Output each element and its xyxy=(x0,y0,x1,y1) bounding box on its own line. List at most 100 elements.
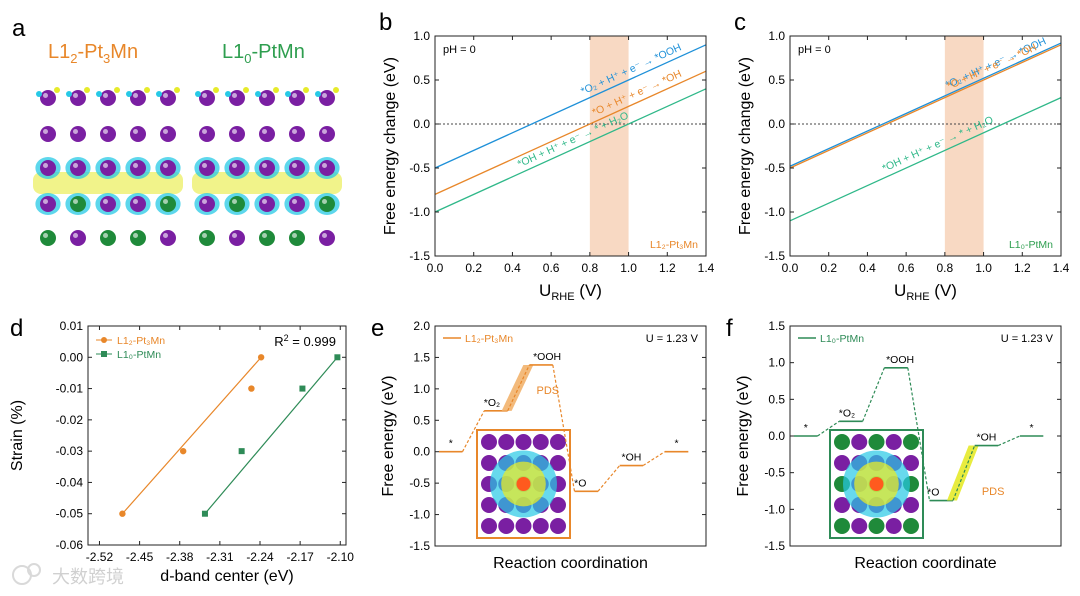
atom-highlight xyxy=(262,233,267,238)
x-tick-label: 1.2 xyxy=(659,261,676,275)
data-point-circle xyxy=(248,385,255,392)
potential-window-band xyxy=(589,36,629,256)
pt-atom xyxy=(40,126,56,142)
y-tick-label: -1.0 xyxy=(764,502,785,516)
pt-atom xyxy=(199,196,215,212)
watermark: 大数跨境 xyxy=(12,563,124,587)
pt-atom xyxy=(160,90,176,106)
pds-highlight xyxy=(501,364,534,411)
pt-atom xyxy=(319,160,335,176)
pt-atom xyxy=(130,196,146,212)
x-tick-label: 0.0 xyxy=(782,261,799,275)
panel-a: a L12-Pt3Mn L10-PtMn xyxy=(12,15,342,258)
y-tick-label: -1.5 xyxy=(764,249,785,263)
panel-letter: f xyxy=(726,315,733,342)
pt-atom xyxy=(289,196,305,212)
data-point-circle xyxy=(257,354,265,361)
y-tick-label: -1.5 xyxy=(409,249,430,263)
legend-label: L1₂-Pt₃Mn xyxy=(465,333,513,345)
level-label: *OOH xyxy=(886,354,914,366)
atom-highlight xyxy=(322,199,327,204)
x-tick-label: 1.4 xyxy=(1053,261,1070,275)
y-tick-label: -1.0 xyxy=(409,508,430,522)
level-label: * xyxy=(1030,422,1034,434)
pt-atom xyxy=(319,90,335,106)
x-tick-label: 0.8 xyxy=(937,261,954,275)
pt-atom xyxy=(851,434,868,450)
y-tick-label: -0.5 xyxy=(409,161,430,175)
mn-atom xyxy=(319,196,335,212)
plot-frame xyxy=(434,325,707,547)
legend-label: L1₀-PtMn xyxy=(820,333,864,345)
y-axis-label: Free energy change (eV) xyxy=(737,57,754,235)
mn-atom xyxy=(868,434,885,450)
series-line xyxy=(434,70,707,195)
charge-dot xyxy=(84,87,90,93)
series-line xyxy=(434,44,707,169)
pt-atom xyxy=(259,160,275,176)
charge-dot xyxy=(66,91,72,97)
title-left-end: Mn xyxy=(110,41,138,63)
r2-sup: 2 xyxy=(284,333,289,343)
pt-atom xyxy=(40,196,56,212)
y-tick-label: -0.5 xyxy=(764,161,785,175)
mn-atom xyxy=(903,434,919,450)
level-label: *OH xyxy=(976,432,996,444)
lattice-image-l10-ptmn xyxy=(192,76,342,258)
pds-label: PDS xyxy=(982,486,1005,498)
ph-annotation: pH = 0 xyxy=(798,44,831,56)
panel-c-chart: *O₂ + H⁺ + e⁻ → *OOH*O + H⁺ + e⁻ → *OH*O… xyxy=(734,9,1070,303)
transition-connector xyxy=(642,451,666,467)
atom-highlight xyxy=(202,233,207,238)
charge-density-band xyxy=(33,172,183,194)
atom-highlight xyxy=(322,163,327,168)
atom-highlight xyxy=(103,93,108,98)
x-axis-label: URHE (V) xyxy=(894,281,957,303)
atom-highlight xyxy=(163,93,168,98)
fit-line xyxy=(204,356,338,515)
atom-highlight xyxy=(202,93,207,98)
r2-main: R xyxy=(274,334,283,349)
y-tick-label: -0.05 xyxy=(56,507,84,521)
charge-dot xyxy=(225,91,231,97)
panel-letter: b xyxy=(379,9,392,36)
title-right-sub: 0 xyxy=(244,51,251,66)
pt-atom xyxy=(885,518,902,534)
atom-highlight xyxy=(202,129,207,134)
mn-atom xyxy=(868,518,885,534)
oxygen-atom xyxy=(516,477,531,491)
pt-atom xyxy=(834,455,850,471)
x-tick-label: 0.8 xyxy=(582,261,599,275)
pt-atom xyxy=(100,160,116,176)
atom-highlight xyxy=(232,163,237,168)
charge-dot xyxy=(195,91,201,97)
y-tick-label: -0.04 xyxy=(56,475,84,489)
level-label: *O xyxy=(574,477,586,489)
x-axis-label-rest: (V) xyxy=(575,281,602,300)
y-tick-label: -1.0 xyxy=(409,205,430,219)
pt-atom xyxy=(550,455,566,471)
charge-dot xyxy=(96,91,102,97)
mn-atom xyxy=(100,230,116,246)
x-tick-label: -2.24 xyxy=(246,550,274,564)
x-tick-label: 1.0 xyxy=(620,261,637,275)
pt-atom xyxy=(130,160,146,176)
pt-atom xyxy=(550,497,566,513)
x-tick-label: -2.17 xyxy=(286,550,314,564)
inset-structure-image xyxy=(476,429,571,539)
y-tick-label: -0.03 xyxy=(56,444,84,458)
charge-density-band xyxy=(192,172,342,194)
x-tick-label: -2.52 xyxy=(86,550,114,564)
plot-frame xyxy=(434,35,707,257)
pt-atom xyxy=(100,90,116,106)
x-tick-label: 0.6 xyxy=(543,261,560,275)
transition-connector xyxy=(817,420,840,437)
panel-letter: d xyxy=(10,315,23,342)
panel-e-chart: * *O₂ *OOH *O *OH * PDS -1.5 -1.0 -0.5 0.0 0.5 1.0 1.… xyxy=(371,315,707,572)
pt-atom xyxy=(199,160,215,176)
pt-atom xyxy=(70,126,86,142)
series-line xyxy=(789,97,1062,222)
charge-dot xyxy=(333,87,339,93)
pt-atom xyxy=(199,90,215,106)
x-tick-label: 1.2 xyxy=(1014,261,1031,275)
